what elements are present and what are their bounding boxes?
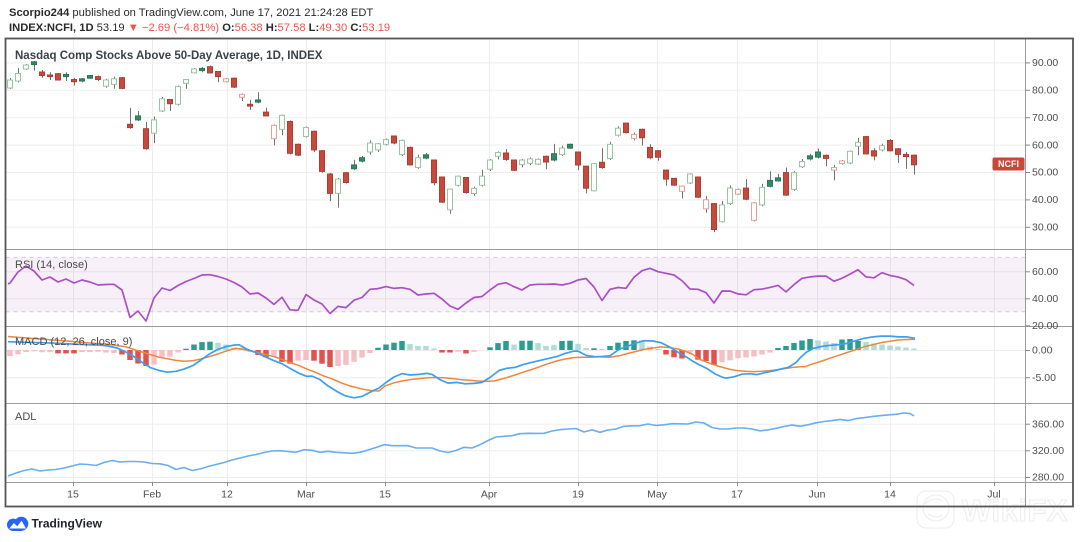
svg-text:RSI (14, close): RSI (14, close) bbox=[15, 259, 88, 271]
svg-text:0.00: 0.00 bbox=[1032, 345, 1053, 357]
svg-text:14: 14 bbox=[884, 489, 896, 501]
svg-text:50.00: 50.00 bbox=[1032, 167, 1058, 179]
svg-text:Nasdaq Comp Stocks Above 50-Da: Nasdaq Comp Stocks Above 50-Day Average,… bbox=[15, 50, 323, 62]
svg-text:May: May bbox=[647, 489, 668, 501]
svg-text:30.00: 30.00 bbox=[1032, 222, 1058, 234]
svg-text:20.00: 20.00 bbox=[1032, 320, 1058, 332]
svg-text:90.00: 90.00 bbox=[1032, 57, 1058, 69]
svg-text:Scorpio244 published on Tradin: Scorpio244 published on TradingView.com,… bbox=[9, 7, 373, 19]
svg-text:40.00: 40.00 bbox=[1032, 293, 1058, 305]
svg-text:60.00: 60.00 bbox=[1032, 266, 1058, 278]
svg-text:Apr: Apr bbox=[481, 489, 498, 501]
svg-text:280.00: 280.00 bbox=[1032, 472, 1064, 484]
svg-text:40.00: 40.00 bbox=[1032, 194, 1058, 206]
svg-text:60.00: 60.00 bbox=[1032, 139, 1058, 151]
svg-text:19: 19 bbox=[572, 489, 584, 501]
svg-text:Jul: Jul bbox=[987, 489, 1000, 501]
svg-text:INDEX:NCFI, 1D 53.19 ▼ −2.69 (: INDEX:NCFI, 1D 53.19 ▼ −2.69 (−4.81%) O:… bbox=[9, 22, 390, 34]
svg-text:360.00: 360.00 bbox=[1032, 418, 1064, 430]
svg-text:17: 17 bbox=[731, 489, 743, 501]
svg-text:Jun: Jun bbox=[809, 489, 826, 501]
svg-text:12: 12 bbox=[221, 489, 233, 501]
svg-text:80.00: 80.00 bbox=[1032, 85, 1058, 97]
svg-text:Feb: Feb bbox=[143, 489, 161, 501]
svg-text:NCFI: NCFI bbox=[998, 159, 1019, 169]
svg-text:15: 15 bbox=[67, 489, 79, 501]
svg-text:320.00: 320.00 bbox=[1032, 445, 1064, 457]
svg-text:ADL: ADL bbox=[15, 411, 36, 423]
svg-text:MACD (12, 26, close, 9): MACD (12, 26, close, 9) bbox=[15, 336, 132, 348]
svg-text:15: 15 bbox=[379, 489, 391, 501]
svg-text:70.00: 70.00 bbox=[1032, 112, 1058, 124]
svg-text:TradingView: TradingView bbox=[32, 517, 103, 531]
svg-text:Mar: Mar bbox=[297, 489, 316, 501]
svg-text:WikiFX: WikiFX bbox=[962, 493, 1068, 528]
svg-text:-5.00: -5.00 bbox=[1032, 372, 1056, 384]
